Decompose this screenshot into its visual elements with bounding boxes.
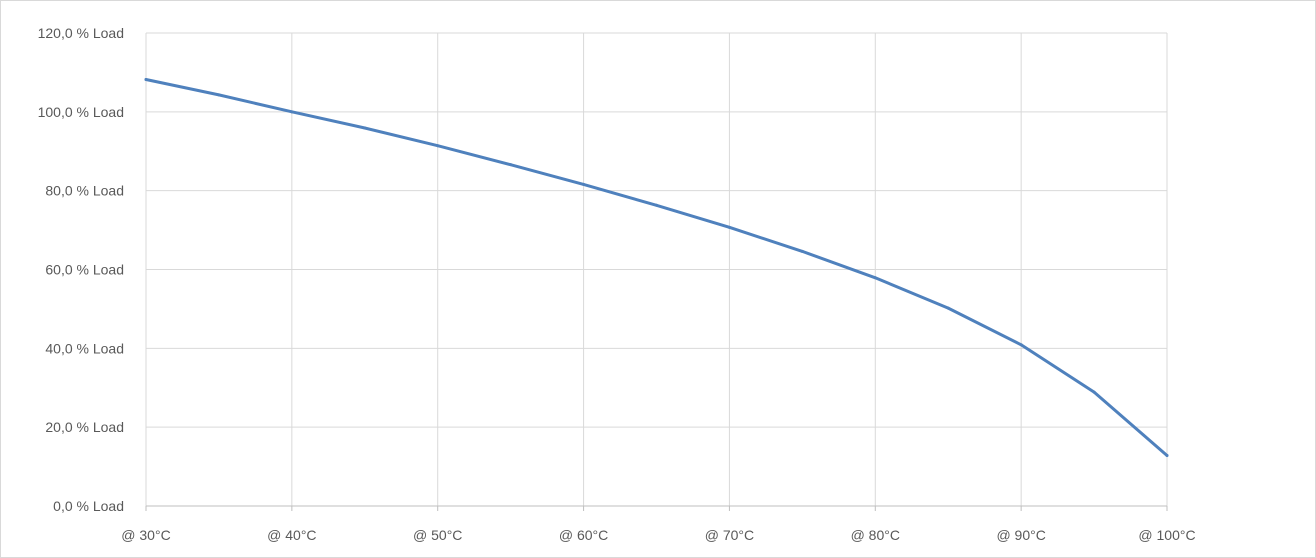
y-tick-label: 120,0 % Load: [38, 25, 124, 41]
data-point: [217, 93, 221, 97]
series-line: [144, 78, 1169, 457]
data-point: [655, 203, 658, 207]
series-layer: [144, 78, 1169, 458]
data-point: [800, 249, 804, 253]
data-point: [582, 182, 586, 186]
data-point: [436, 144, 440, 148]
y-tick-label: 60,0 % Load: [45, 262, 124, 278]
data-point: [290, 110, 294, 114]
y-axis-labels: 0,0 % Load 20,0 % Load 40,0 % Load 60,0 % L…: [38, 25, 124, 514]
data-point: [1019, 343, 1023, 347]
gridlines: [145, 32, 1168, 507]
x-tick-label: @ 40°C: [267, 527, 316, 543]
data-point: [363, 126, 367, 130]
x-tick-label: @ 70°C: [705, 527, 754, 543]
data-point: [144, 78, 148, 82]
x-tick-label: @ 80°C: [851, 527, 900, 543]
data-point: [1165, 454, 1169, 458]
data-point: [1092, 390, 1096, 394]
data-point: [509, 163, 513, 167]
y-tick-label: 80,0 % Load: [45, 183, 124, 199]
axes: [145, 505, 1168, 511]
x-tick-label: @ 100°C: [1138, 527, 1195, 543]
x-tick-label: @ 50°C: [413, 527, 462, 543]
data-point: [946, 306, 950, 310]
y-tick-label: 40,0 % Load: [45, 340, 124, 356]
x-tick-label: @ 90°C: [996, 527, 1045, 543]
y-tick-label: 100,0 % Load: [38, 104, 124, 120]
data-point: [873, 276, 877, 280]
x-tick-label: @ 30°C: [121, 527, 170, 543]
y-tick-label: 20,0 % Load: [45, 419, 124, 435]
data-point: [727, 225, 731, 229]
x-tick-label: @ 60°C: [559, 527, 608, 543]
x-axis-labels: @ 30°C @ 40°C @ 50°C @ 60°C @ 70°C @ 80°C @ 90…: [121, 527, 1195, 543]
y-tick-label: 0,0 % Load: [53, 498, 124, 514]
